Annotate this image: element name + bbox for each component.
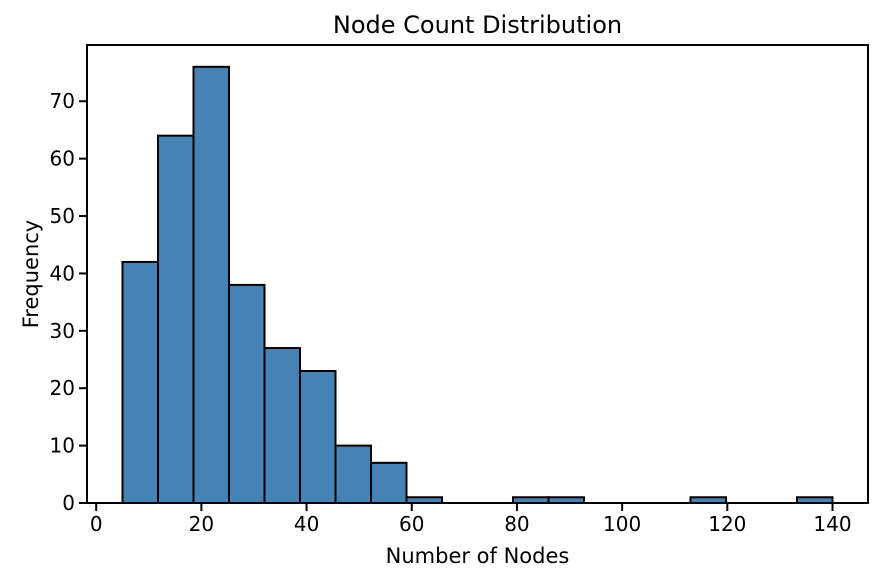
x-tick-label: 100 xyxy=(603,512,641,536)
x-axis-ticks: 0 20 40 60 80 100 120 140 xyxy=(90,503,852,536)
histogram-bar xyxy=(263,347,301,505)
histogram-bar xyxy=(370,461,408,505)
y-tick-label: 30 xyxy=(50,319,75,343)
y-tick-label: 10 xyxy=(50,434,75,458)
histogram-bar xyxy=(299,369,337,504)
x-tick-label: 20 xyxy=(189,512,214,536)
y-tick-label: 60 xyxy=(50,147,75,171)
histogram-bar xyxy=(192,65,230,504)
x-tick-label: 120 xyxy=(708,512,746,536)
histogram-bar xyxy=(334,444,372,504)
x-tick-label: 80 xyxy=(504,512,529,536)
x-axis-label: Number of Nodes xyxy=(386,544,570,568)
y-tick-label: 50 xyxy=(50,204,75,228)
chart-title: Node Count Distribution xyxy=(333,11,622,39)
x-tick-label: 40 xyxy=(294,512,319,536)
y-tick-label: 40 xyxy=(50,261,75,285)
bars-group xyxy=(121,65,834,505)
y-axis-label: Frequency xyxy=(19,220,43,329)
y-tick-label: 0 xyxy=(62,491,75,515)
y-axis-ticks: 0 10 20 30 40 50 60 70 xyxy=(50,89,87,515)
histogram-bar xyxy=(157,134,195,504)
x-tick-label: 0 xyxy=(90,512,103,536)
histogram-bar xyxy=(121,260,159,505)
histogram-bar xyxy=(228,283,266,504)
y-tick-label: 20 xyxy=(50,376,75,400)
x-tick-label: 140 xyxy=(813,512,851,536)
y-tick-label: 70 xyxy=(50,89,75,113)
x-tick-label: 60 xyxy=(399,512,424,536)
